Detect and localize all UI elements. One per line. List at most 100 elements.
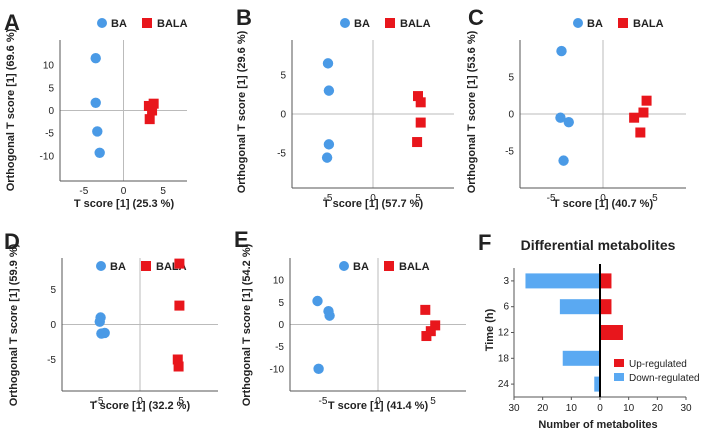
bala-point (635, 127, 646, 138)
y-tick-label: 6 (503, 302, 509, 313)
x-axis-title: T score [1] (41.4 %) (328, 400, 429, 412)
x-tick-label: 30 (680, 403, 692, 414)
legend-marker-bala (618, 18, 628, 28)
x-axis-title: T score [1] (32.2 %) (90, 400, 191, 412)
legend-marker-bala (141, 261, 151, 271)
x-tick-label: 5 (178, 396, 184, 407)
bala-point (144, 114, 155, 125)
x-axis-title: T score [1] (40.7 %) (553, 198, 654, 210)
down-regulated-bar (594, 376, 600, 392)
x-tick-label: 0 (121, 186, 127, 197)
y-tick-label: 5 (278, 298, 284, 309)
legend-marker-ba (573, 18, 583, 28)
y-tick-label: 5 (280, 71, 286, 82)
x-tick-label: 5 (652, 193, 658, 204)
y-tick-label: 5 (50, 285, 56, 296)
ba-point (563, 116, 574, 128)
x-tick-label: 0 (370, 193, 376, 204)
x-tick-label: -5 (319, 396, 328, 407)
panel-letter: D (4, 229, 20, 254)
x-tick-label: 5 (430, 396, 436, 407)
legend-label-ba: BA (110, 261, 126, 273)
bala-point (415, 97, 426, 108)
y-tick-label: 0 (48, 106, 54, 117)
scatter-panel-e: E -5 0 5 -10 -5 0 5 10 T score [1] (41.4 %) Orthog… (234, 227, 466, 412)
bala-point (641, 95, 652, 106)
y-tick-label: -5 (277, 148, 286, 159)
chart-title: Differential metabolites (521, 237, 676, 253)
x-tick-label: 10 (623, 403, 635, 414)
bala-point (147, 105, 158, 116)
y-axis-title: Orthogonal T score [1] (53.6 %) (466, 30, 478, 193)
legend-marker-bala (384, 261, 394, 271)
ba-point (322, 58, 334, 69)
x-tick-label: 0 (375, 396, 381, 407)
legend-marker-bala (385, 18, 395, 28)
ba-point (556, 45, 567, 57)
x-tick-label: -5 (79, 186, 88, 197)
y-tick-label: 0 (278, 320, 284, 331)
legend-label-bala: BALA (400, 18, 431, 30)
panel-letter: E (234, 227, 249, 252)
x-tick-label: 20 (537, 403, 549, 414)
legend-label-ba: BA (111, 18, 127, 30)
legend-label-bala: BALA (633, 18, 664, 30)
legend-marker-bala (142, 18, 152, 28)
legend-marker-up (614, 359, 624, 367)
bala-point (174, 300, 185, 311)
x-tick-label: 0 (597, 403, 603, 414)
x-tick-label: -5 (94, 396, 103, 407)
ba-point (323, 85, 335, 96)
legend-marker-ba (339, 261, 349, 271)
bala-point (412, 137, 423, 148)
legend-marker-ba (340, 18, 350, 28)
legend-label-down: Down-regulated (629, 373, 700, 384)
bala-point (629, 112, 640, 123)
x-tick-label: 20 (652, 403, 664, 414)
legend-label-bala: BALA (157, 18, 188, 30)
ba-point (313, 363, 324, 375)
ba-point (555, 112, 566, 123)
legend-marker-ba (97, 18, 107, 28)
ba-point (96, 328, 107, 339)
ba-point (558, 155, 569, 166)
x-tick-label: 5 (415, 193, 421, 204)
ba-point (321, 152, 333, 163)
bala-point (415, 117, 426, 128)
x-tick-label: 5 (160, 186, 166, 197)
up-regulated-bar (600, 299, 612, 315)
legend-label-ba: BA (587, 18, 603, 30)
y-axis-title: Orthogonal T score [1] (69.6 %) (5, 28, 17, 191)
legend-label-ba: BA (354, 18, 370, 30)
ba-point (312, 295, 323, 307)
legend-marker-ba (96, 261, 106, 271)
ba-point (90, 97, 101, 108)
x-tick-label: 30 (508, 403, 520, 414)
x-tick-label: 0 (600, 193, 606, 204)
bala-point (413, 91, 423, 102)
legend-label-up: Up-regulated (629, 359, 687, 370)
ba-point (94, 316, 105, 327)
legend-label-bala: BALA (399, 261, 430, 273)
panel-letter: A (4, 10, 20, 35)
ba-point (90, 52, 101, 64)
y-axis-title: Time (h) (484, 308, 496, 351)
y-axis-title: Orthogonal T score [1] (54.2 %) (241, 243, 253, 406)
y-tick-label: 5 (48, 83, 54, 94)
y-tick-label: 18 (498, 353, 510, 364)
ba-point (323, 139, 335, 150)
panel-letter: C (468, 5, 484, 30)
ba-point (324, 310, 335, 321)
y-tick-label: -5 (275, 342, 284, 353)
y-tick-label: 0 (508, 110, 514, 121)
scatter-panel-a: A -5 0 5 -10 -5 0 5 10 T score [1] (25.3 %) Orthog… (4, 10, 188, 210)
y-tick-label: 0 (280, 110, 286, 121)
y-axis-title: Orthogonal T score [1] (29.6 %) (236, 30, 248, 193)
down-regulated-bar (559, 299, 600, 315)
y-tick-label: 24 (498, 379, 510, 390)
down-regulated-bar (562, 350, 600, 366)
